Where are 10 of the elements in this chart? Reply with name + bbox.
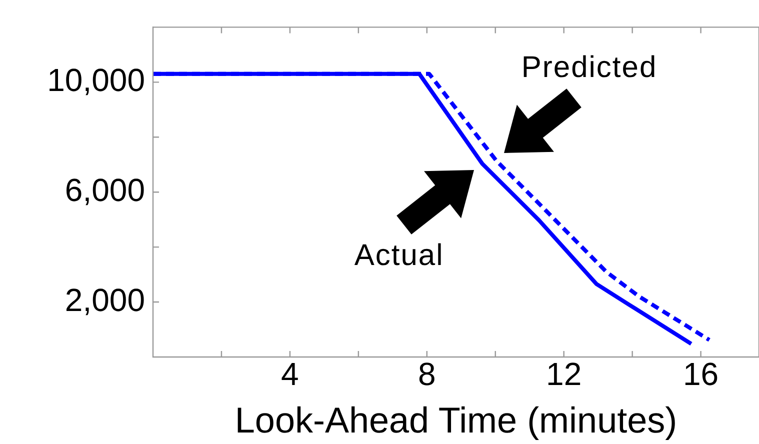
x-tick-label: 4 — [281, 356, 299, 392]
y-tick-label: 6,000 — [64, 172, 145, 208]
y-tick-label: 10,000 — [47, 62, 145, 98]
x-axis-title: Look-Ahead Time (minutes) — [234, 399, 678, 440]
text: Actual — [354, 238, 444, 273]
text: Predicted — [521, 50, 658, 85]
x-tick-label: 12 — [546, 356, 582, 392]
x-tick-label: 16 — [683, 356, 719, 392]
y-tick-label: 2,000 — [64, 282, 145, 318]
x-tick-label: 8 — [418, 356, 436, 392]
